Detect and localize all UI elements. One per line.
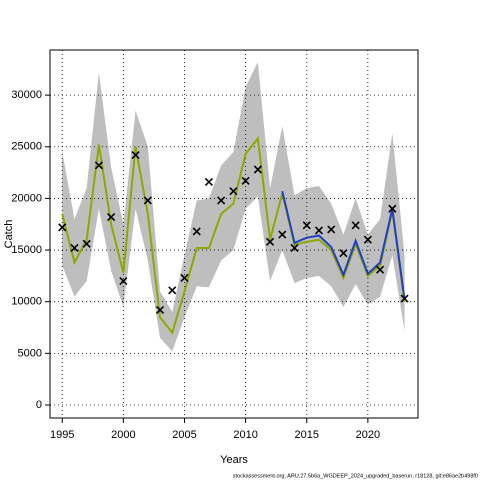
observed-marker (351, 221, 360, 230)
observed-marker (314, 226, 324, 235)
fit-line (281, 190, 406, 300)
observed-marker (290, 243, 299, 253)
x-tick-label: 2005 (172, 429, 196, 441)
observed-marker (94, 161, 103, 170)
observed-marker (327, 225, 336, 234)
observed-marker (70, 243, 79, 253)
observed-marker (241, 176, 250, 185)
observed-marker (302, 221, 311, 230)
fit-line (61, 136, 406, 335)
observed-marker (376, 265, 385, 274)
x-axis-label: Years (220, 454, 248, 466)
observed-marker (131, 150, 140, 160)
observed-marker (204, 177, 214, 186)
observed-marker (107, 212, 116, 222)
x-tick-label: 1995 (50, 429, 74, 441)
observed-marker (155, 305, 165, 315)
x-tick-label: 2000 (111, 429, 135, 441)
observed-marker (143, 196, 152, 205)
observed-marker (339, 249, 348, 258)
observed-marker (192, 227, 201, 236)
observed-marker (266, 237, 275, 246)
observed-marker (82, 239, 91, 248)
confidence-band (62, 62, 405, 352)
observed-marker (388, 204, 397, 213)
y-axis-label: Catch (3, 220, 15, 249)
y-tick-label: 25000 (11, 141, 42, 153)
y-tick-label: 5000 (18, 347, 42, 359)
plot-frame (49, 49, 419, 419)
observed-marker (278, 230, 287, 239)
y-tick-label: 15000 (11, 244, 42, 256)
observed-marker (363, 235, 372, 244)
x-tick-label: 2015 (295, 429, 319, 441)
observed-marker (168, 286, 177, 295)
observed-marker (119, 276, 128, 286)
y-tick-label: 0 (36, 399, 42, 411)
x-tick-label: 2020 (356, 429, 380, 441)
observed-marker (229, 187, 238, 196)
y-tick-label: 10000 (11, 296, 42, 308)
observed-marker (180, 273, 189, 283)
observed-marker (400, 294, 409, 303)
y-tick-label: 20000 (11, 192, 42, 204)
x-tick-label: 2010 (233, 429, 257, 441)
observed-marker (217, 196, 226, 205)
observed-marker (58, 223, 67, 232)
footer: stockassessment.org, ARU.27.5b6a_WGDEEP_… (233, 473, 478, 479)
observed-marker (253, 165, 262, 174)
y-tick-label: 30000 (11, 89, 42, 101)
